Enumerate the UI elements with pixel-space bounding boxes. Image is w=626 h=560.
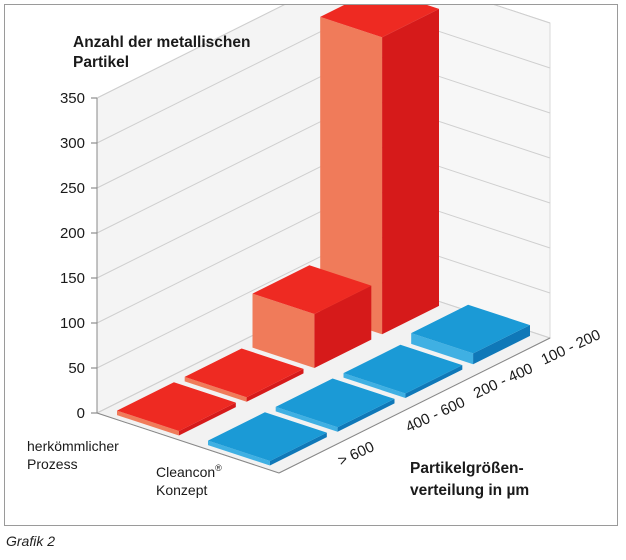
- series-label-2-sup: ®: [215, 463, 222, 473]
- bar-top-face: [320, 5, 439, 38]
- bar-front-face: [208, 440, 270, 466]
- y-tick-label: 200: [60, 225, 85, 242]
- bar-herkoemmlich-0: [320, 5, 439, 335]
- bar-front-face: [117, 410, 179, 436]
- bar-front-face: [343, 373, 406, 398]
- bar-top-face: [411, 304, 530, 354]
- series-axis-line: [96, 412, 280, 474]
- bar-top-face: [184, 348, 304, 398]
- chart-title-line2: Partikel: [73, 54, 129, 71]
- bar-front-face: [252, 293, 315, 368]
- bar-cleancon-2: [275, 378, 395, 432]
- bar-side-face: [178, 402, 236, 436]
- series-label-1-line2: Prozess: [27, 456, 78, 472]
- bar-front-face: [411, 333, 474, 365]
- y-tick-label: 50: [68, 360, 85, 377]
- bar-top-face: [343, 344, 463, 394]
- y-tick-label: 150: [60, 270, 85, 287]
- bar-herkoemmlich-1: [252, 265, 372, 368]
- bar-front-face: [275, 406, 338, 432]
- category-axis-line: [278, 337, 551, 474]
- bar-herkoemmlich-2: [184, 348, 304, 402]
- bar-cleancon-0: [411, 304, 530, 365]
- chart-frame: 0 50 100 150 200 250 300 350 100 - 200 200 - 400…: [4, 4, 618, 526]
- bar-cleancon-1: [343, 344, 463, 398]
- bar-top-face: [117, 382, 236, 431]
- bar-side-face: [473, 325, 530, 365]
- y-tick-labels: 0 50 100 150 200 250 300 350: [60, 90, 85, 422]
- x-axis-title-line2: verteilung in µm: [410, 482, 529, 499]
- series-label-2-line1: Cleancon®: [156, 463, 222, 480]
- chart-title-line1: Anzahl der metallischen: [73, 34, 250, 51]
- series-label-1-line1: herkömmlicher: [27, 438, 119, 454]
- bar-side-face: [246, 368, 304, 402]
- y-tick-label: 300: [60, 135, 85, 152]
- figure-caption: Grafik 2: [6, 533, 56, 549]
- bar-side-face: [382, 8, 439, 335]
- series-label-2-line2: Konzept: [156, 482, 207, 498]
- y-tick-label: 350: [60, 90, 85, 107]
- bar-side-face: [269, 432, 327, 466]
- chart-bars: [117, 5, 530, 466]
- y-tick-label: 250: [60, 180, 85, 197]
- bar-front-face: [184, 376, 247, 402]
- x-axis-title-line1: Partikelgrößen-: [410, 460, 524, 477]
- bar-side-face: [314, 285, 372, 368]
- y-tick-label: 100: [60, 315, 85, 332]
- gridline: [96, 5, 551, 99]
- bar-cleancon-3: [208, 412, 327, 466]
- bar-top-face: [275, 378, 395, 428]
- bar-top-face: [252, 265, 372, 314]
- bar-herkoemmlich-3: [117, 382, 236, 436]
- bar-top-face: [208, 412, 327, 461]
- bar-side-face: [405, 365, 463, 398]
- bar-front-face: [320, 16, 383, 335]
- x-tick-label: > 600: [335, 438, 377, 469]
- y-tick-label: 0: [77, 405, 85, 422]
- series-label-2-name: Cleancon: [156, 464, 215, 480]
- bar-side-face: [337, 398, 395, 432]
